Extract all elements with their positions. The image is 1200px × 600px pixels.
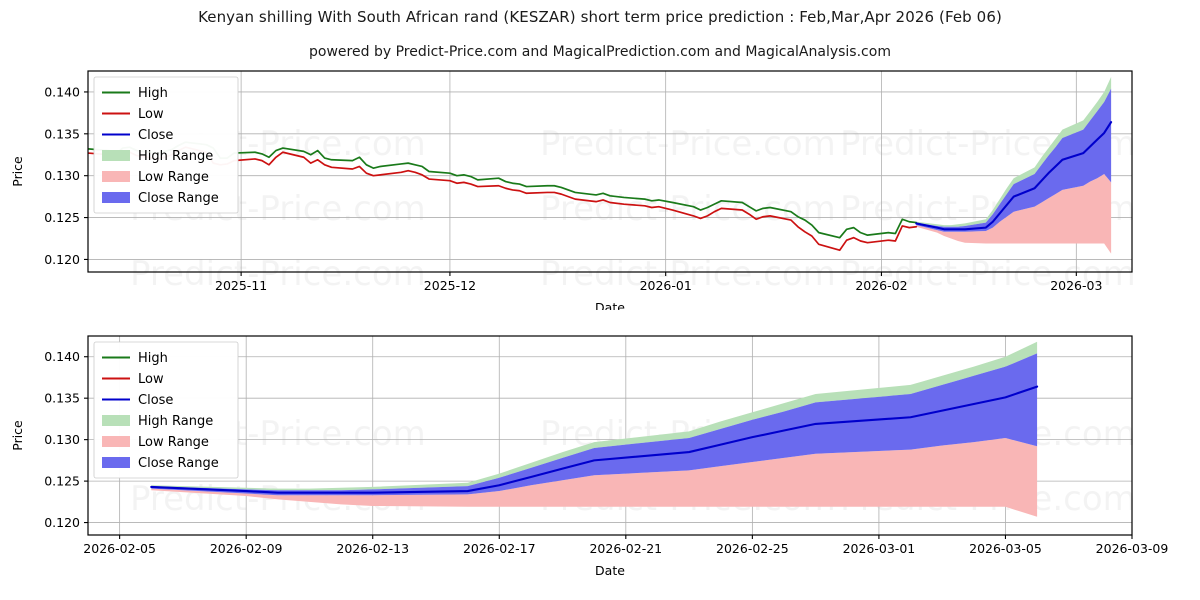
x-tick-label: 2026-02-21 <box>589 541 662 556</box>
chart-legend: High Low Close High Range Low Range Close Ran… <box>93 76 239 214</box>
overview-chart: Predict-Price.comPredict-Price.comPredic… <box>10 70 1136 310</box>
x-tick-label: 2026-02-17 <box>463 541 536 556</box>
legend-item-label: Low Range <box>138 435 209 450</box>
close-range-band <box>151 353 1038 496</box>
low-range-band <box>916 174 1112 254</box>
legend-item-label: Low <box>138 107 164 122</box>
plot-area <box>150 341 1039 517</box>
y-tick-label: 0.125 <box>44 474 80 489</box>
legend-item-label: High <box>138 86 168 101</box>
x-tick-label: 2026-02-09 <box>210 541 283 556</box>
x-tick-label: 2026-03-05 <box>969 541 1042 556</box>
x-tick-label: 2026-02 <box>855 278 907 293</box>
watermark-text: Predict-Price.com <box>540 254 836 294</box>
y-tick-label: 0.120 <box>44 252 80 267</box>
forecast-detail-chart: Predict-Price.comPredict-Price.comPredic… <box>10 335 1168 578</box>
y-tick-label: 0.135 <box>44 391 80 406</box>
axes: 0.120 0.125 0.130 0.135 0.140 2026-02-05 2026-… <box>10 349 1168 578</box>
x-tick-label: 2026-01 <box>640 278 692 293</box>
x-tick-label: 2026-03 <box>1050 278 1102 293</box>
y-tick-label: 0.120 <box>44 515 80 530</box>
y-axis-label: Price <box>10 420 25 451</box>
watermark-text: Predict-Price.com <box>130 254 426 294</box>
x-tick-label: 2025-11 <box>215 278 267 293</box>
y-tick-label: 0.130 <box>44 432 80 447</box>
legend-patch-swatch <box>102 171 130 182</box>
x-tick-label: 2026-03-09 <box>1096 541 1169 556</box>
x-tick-label: 2025-12 <box>424 278 476 293</box>
low-range-band <box>151 437 1038 517</box>
legend-item-label: Close <box>138 128 173 143</box>
watermark-text: Predict-Price.com <box>540 124 836 164</box>
legend-item-label: High <box>138 351 168 366</box>
legend-item-label: Close Range <box>138 191 219 206</box>
plot-border <box>87 70 1133 273</box>
close-series-line <box>915 121 1113 231</box>
y-axis-label: Price <box>10 156 25 187</box>
x-tick-label: 2026-02-25 <box>716 541 789 556</box>
close-range-band <box>916 88 1112 232</box>
legend-item-label: Low Range <box>138 170 209 185</box>
watermark-text: Predict-Price.com <box>540 189 836 229</box>
legend-patch-swatch <box>102 436 130 447</box>
legend-patch-swatch <box>102 150 130 161</box>
x-tick-label: 2026-03-01 <box>843 541 916 556</box>
gridlines <box>88 71 1132 272</box>
legend-item-label: Close <box>138 393 173 408</box>
x-tick-label: 2026-02-05 <box>83 541 156 556</box>
page-subtitle: powered by Predict-Price.com and Magical… <box>309 44 891 60</box>
legend-item-label: High Range <box>138 149 213 164</box>
legend-patch-swatch <box>102 457 130 468</box>
y-tick-label: 0.125 <box>44 210 80 225</box>
x-tick-label: 2026-02-13 <box>336 541 409 556</box>
x-axis-label: Date <box>595 563 625 578</box>
legend-item-label: Low <box>138 372 164 387</box>
y-tick-label: 0.140 <box>44 84 80 99</box>
legend-item-label: Close Range <box>138 456 219 471</box>
y-tick-label: 0.135 <box>44 126 80 141</box>
legend-patch-swatch <box>102 192 130 203</box>
legend-patch-swatch <box>102 415 130 426</box>
watermark-text: Predict-Price.com <box>840 254 1136 294</box>
page-title: Kenyan shilling With South African rand … <box>198 8 1002 26</box>
legend-item-label: High Range <box>138 414 213 429</box>
x-axis-label: Date <box>595 300 625 310</box>
close-series-line <box>150 385 1039 494</box>
y-tick-label: 0.130 <box>44 168 80 183</box>
y-tick-label: 0.140 <box>44 349 80 364</box>
plot-border <box>87 335 1133 536</box>
axes: 0.120 0.125 0.130 0.135 0.140 2025-11 2025-12 2… <box>10 84 1102 310</box>
chart-legend: High Low Close High Range Low Range Close Ran… <box>93 341 239 479</box>
